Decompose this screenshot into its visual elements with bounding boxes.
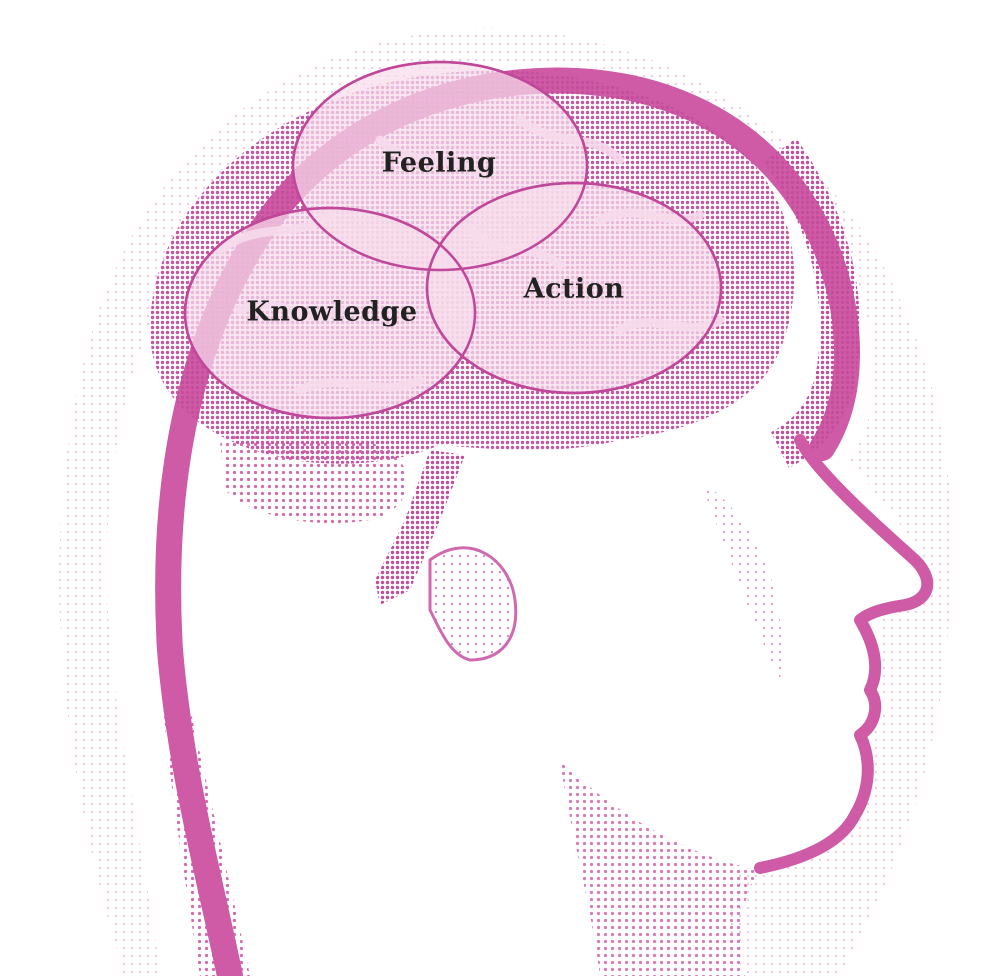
jaw-shading [560,760,760,976]
venn-label-knowledge: Knowledge [246,296,418,328]
venn-label-action: Action [523,273,625,305]
cheek-shading [700,480,782,680]
face-profile [754,434,934,874]
venn-circles [183,60,723,420]
venn-label-feeling: Feeling [381,147,497,179]
cerebellum [220,427,408,524]
skull-band [763,138,860,468]
ear [428,546,518,662]
neck-shading [160,660,250,976]
brain-stem [375,450,465,605]
